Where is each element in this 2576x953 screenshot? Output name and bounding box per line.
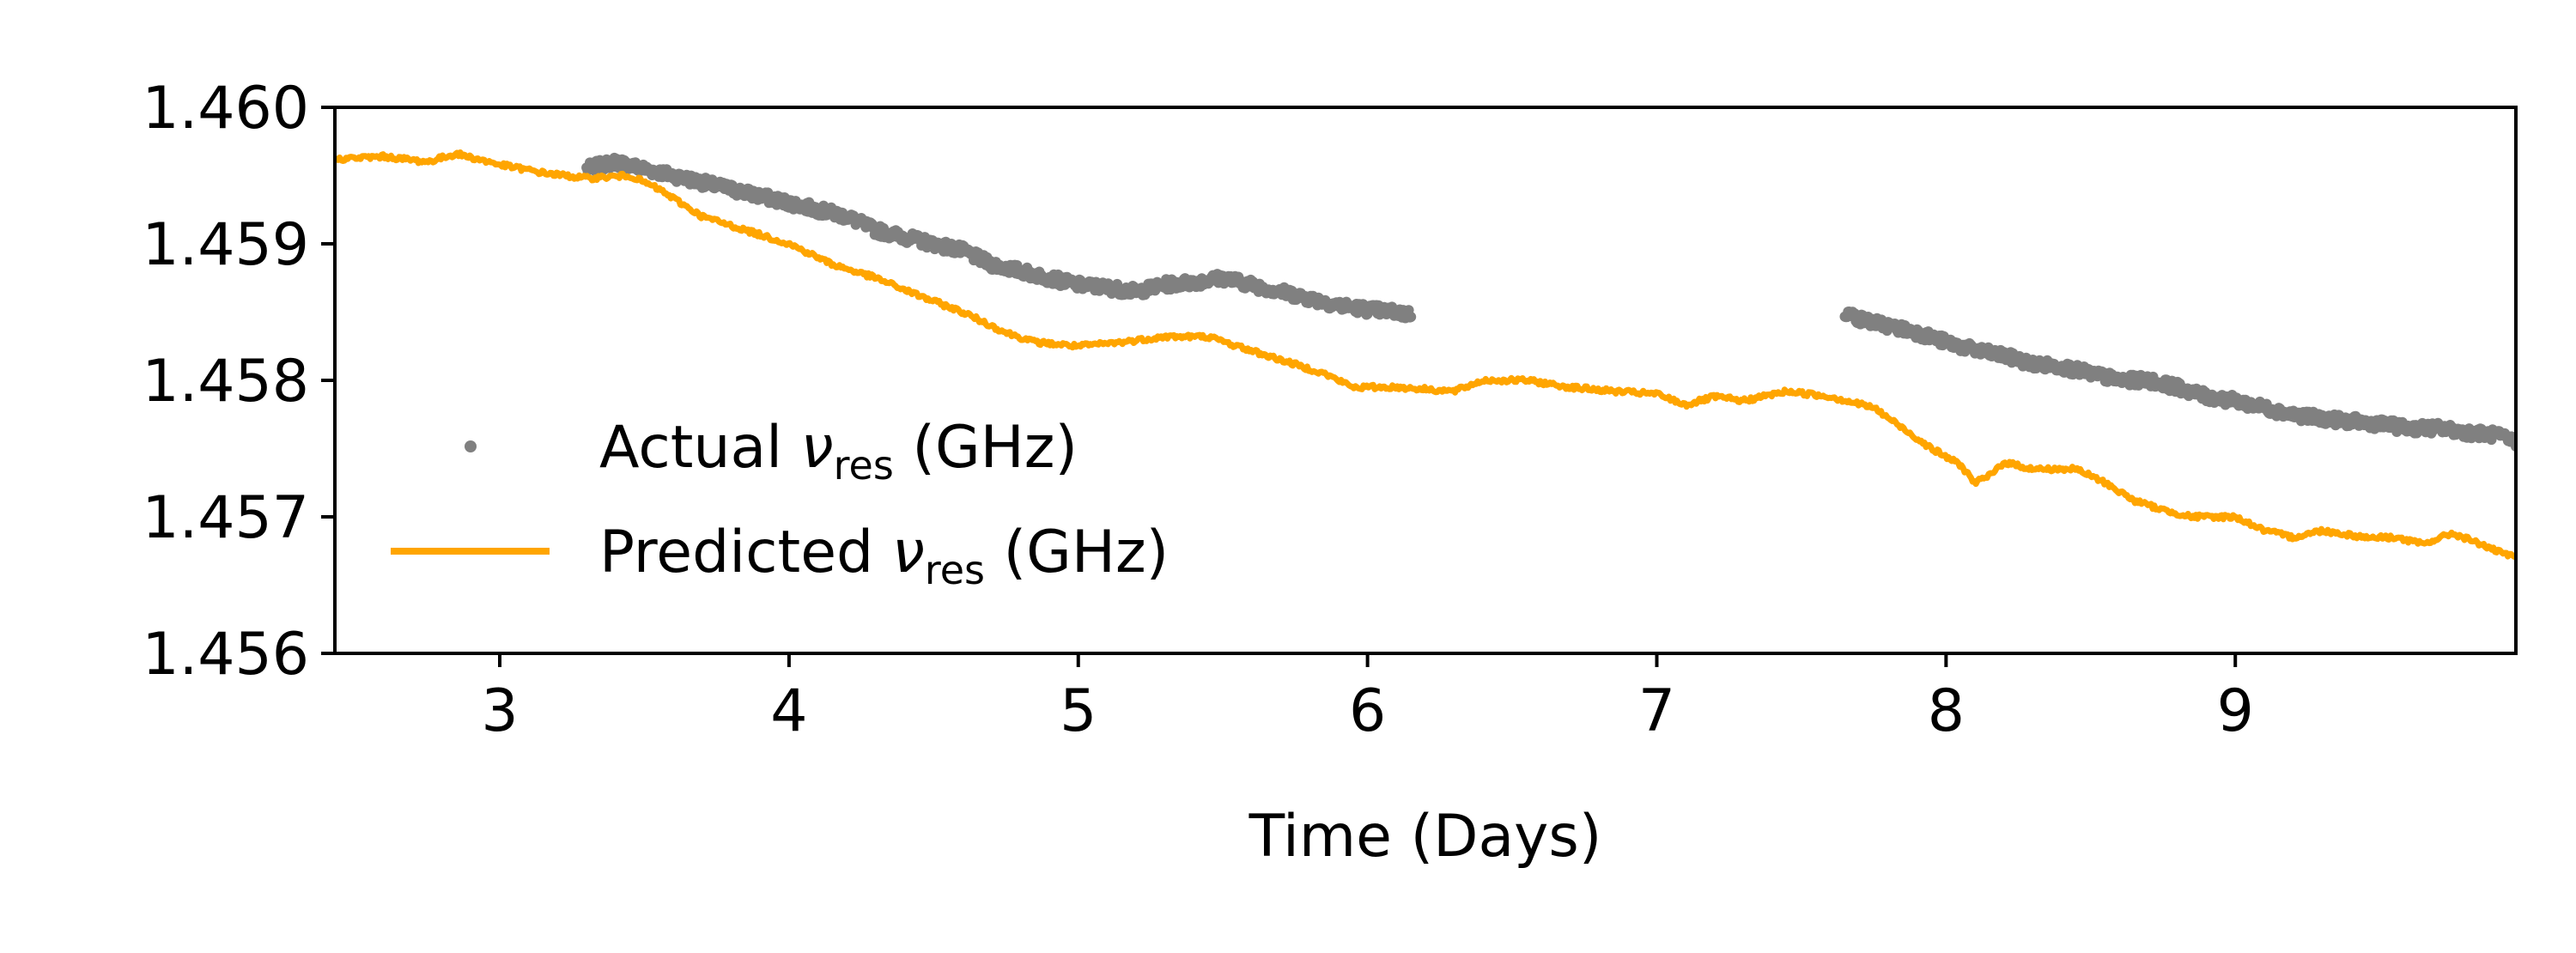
- predicted-line: [335, 149, 2516, 561]
- actual-segment-2: [1839, 307, 2516, 452]
- x-axis-title: Time (Days): [1249, 803, 1602, 871]
- legend-marker-actual: [465, 440, 477, 452]
- y-tick-label: 1.459: [142, 211, 309, 279]
- x-tick-label: 4: [770, 677, 807, 745]
- legend-label-subscript: res: [925, 547, 985, 593]
- y-tick-label: 1.456: [142, 621, 309, 689]
- y-tick-label: 1.457: [142, 484, 309, 552]
- actual-point: [1406, 312, 1417, 323]
- x-tick-label: 8: [1928, 677, 1965, 745]
- legend-actual: Actual νres (GHz): [465, 414, 1078, 489]
- legend-label-subscript: res: [834, 442, 894, 489]
- axes: 3 4 5 6 7 8 9 1.456 1.457 1.458 1.459 1.460: [142, 75, 2254, 745]
- actual-point: [818, 200, 829, 211]
- plot-area: [335, 149, 2516, 561]
- legend-label-symbol: ν: [801, 414, 834, 482]
- x-tick-label: 7: [1638, 677, 1675, 745]
- legend: Actual νres (GHz)Predicted νres (GHz): [391, 414, 1169, 593]
- x-tick-label: 5: [1060, 677, 1097, 745]
- y-tick-label: 1.460: [142, 75, 309, 143]
- legend-label: Predicted νres (GHz): [599, 519, 1169, 593]
- legend-label: Actual νres (GHz): [599, 414, 1078, 489]
- plot-frame: [333, 106, 2518, 655]
- plot-series: [335, 149, 2516, 561]
- x-tick-label: 3: [481, 677, 518, 745]
- x-tick-label: 9: [2217, 677, 2254, 745]
- legend-label-symbol: ν: [892, 519, 925, 586]
- legend-label-prefix: Predicted: [599, 519, 892, 586]
- actual-segment-1: [581, 152, 1417, 324]
- legend-label-suffix: (GHz): [894, 414, 1078, 482]
- x-tick-label: 6: [1349, 677, 1386, 745]
- legend-label-prefix: Actual: [599, 414, 801, 482]
- legend-label-suffix: (GHz): [985, 519, 1169, 586]
- legend-predicted: Predicted νres (GHz): [391, 519, 1169, 593]
- y-tick-label: 1.458: [142, 348, 309, 416]
